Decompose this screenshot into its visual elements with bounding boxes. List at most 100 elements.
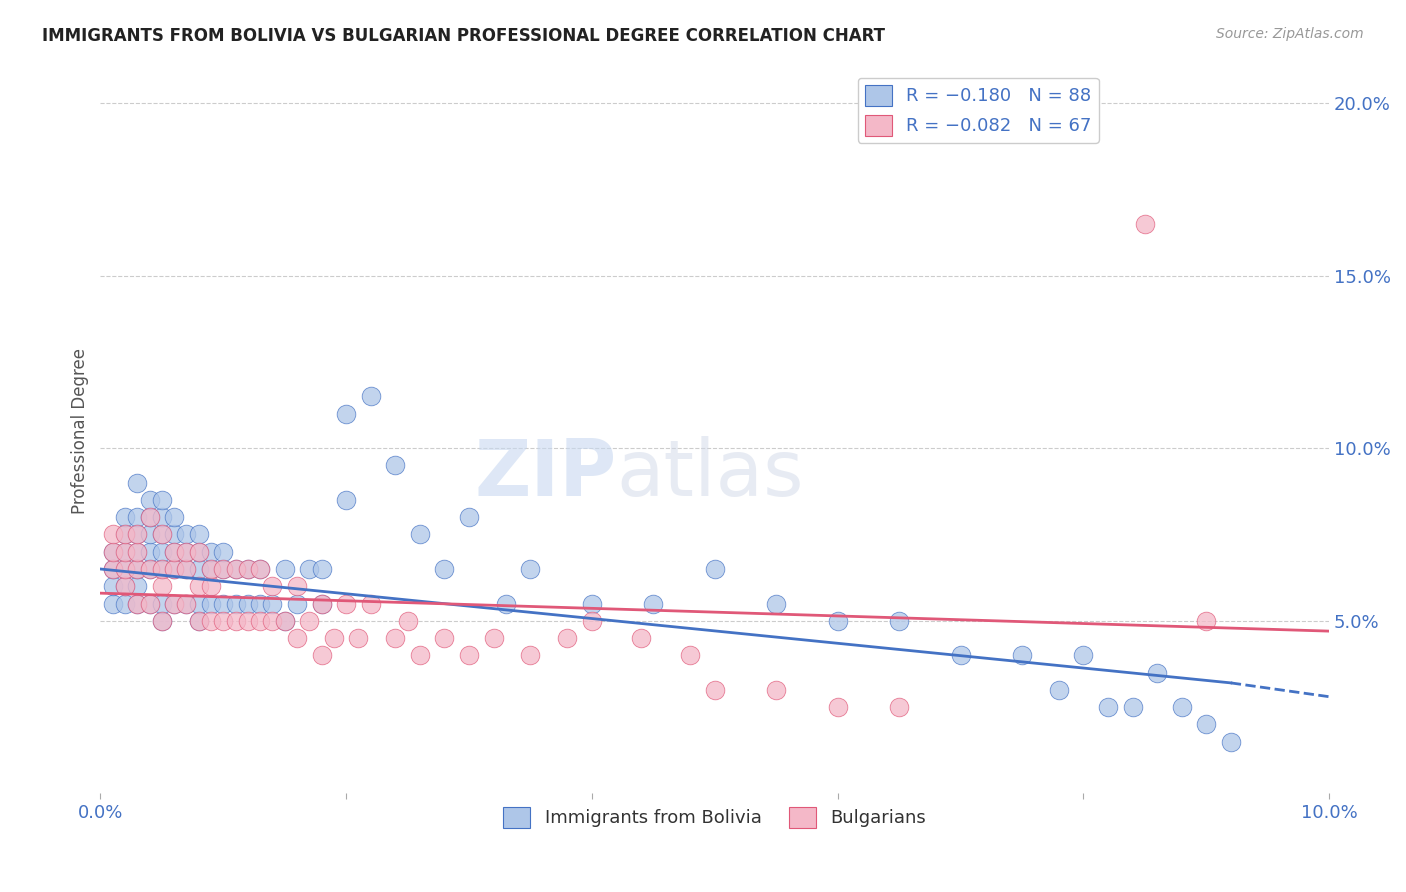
Point [176, 545, 198, 559]
Point [176, 527, 198, 541]
Point [150, 492, 173, 507]
Point [458, 648, 481, 663]
Point [495, 597, 517, 611]
Point [150, 597, 173, 611]
Point [138, 527, 160, 541]
Point [703, 562, 725, 576]
Point [127, 562, 149, 576]
Point [163, 527, 186, 541]
Point [163, 597, 186, 611]
Point [360, 597, 382, 611]
Point [285, 631, 308, 645]
Point [335, 492, 357, 507]
Point [225, 614, 247, 628]
Point [187, 545, 209, 559]
Point [555, 631, 578, 645]
Point [311, 562, 333, 576]
Point [273, 562, 295, 576]
Point [101, 562, 124, 576]
Point [200, 545, 222, 559]
Point [150, 579, 173, 593]
Point [114, 562, 136, 576]
Point [236, 562, 259, 576]
Point [101, 545, 124, 559]
Point [643, 597, 665, 611]
Text: ZIP: ZIP [474, 436, 616, 512]
Point [225, 562, 247, 576]
Point [200, 597, 222, 611]
Point [212, 562, 235, 576]
Point [114, 527, 136, 541]
Point [679, 648, 702, 663]
Point [347, 631, 370, 645]
Point [887, 700, 910, 714]
Point [396, 614, 419, 628]
Point [187, 545, 209, 559]
Point [409, 527, 432, 541]
Point [150, 562, 173, 576]
Point [114, 562, 136, 576]
Point [187, 614, 209, 628]
Point [138, 562, 160, 576]
Point [335, 597, 357, 611]
Point [458, 510, 481, 524]
Point [150, 527, 173, 541]
Point [114, 579, 136, 593]
Point [273, 614, 295, 628]
Point [322, 631, 344, 645]
Legend: Immigrants from Bolivia, Bulgarians: Immigrants from Bolivia, Bulgarians [496, 800, 934, 835]
Point [187, 562, 209, 576]
Point [176, 597, 198, 611]
Point [581, 597, 603, 611]
Point [1011, 648, 1033, 663]
Point [138, 597, 160, 611]
Point [409, 648, 432, 663]
Point [433, 562, 456, 576]
Point [176, 562, 198, 576]
Point [262, 597, 284, 611]
Text: atlas: atlas [616, 436, 804, 512]
Point [273, 614, 295, 628]
Point [1073, 648, 1095, 663]
Point [1097, 700, 1119, 714]
Point [127, 545, 149, 559]
Point [101, 597, 124, 611]
Point [127, 527, 149, 541]
Point [176, 545, 198, 559]
Point [127, 545, 149, 559]
Point [285, 597, 308, 611]
Point [163, 510, 186, 524]
Point [1133, 217, 1156, 231]
Point [827, 614, 849, 628]
Point [1146, 665, 1168, 680]
Point [384, 458, 406, 473]
Point [703, 682, 725, 697]
Point [298, 614, 321, 628]
Point [200, 579, 222, 593]
Point [827, 700, 849, 714]
Point [765, 597, 787, 611]
Point [225, 562, 247, 576]
Point [384, 631, 406, 645]
Point [163, 597, 186, 611]
Point [150, 562, 173, 576]
Point [163, 562, 186, 576]
Point [887, 614, 910, 628]
Point [765, 682, 787, 697]
Point [1219, 734, 1241, 748]
Point [236, 614, 259, 628]
Point [433, 631, 456, 645]
Point [101, 579, 124, 593]
Point [150, 614, 173, 628]
Point [127, 562, 149, 576]
Point [138, 562, 160, 576]
Point [114, 510, 136, 524]
Point [114, 597, 136, 611]
Point [187, 597, 209, 611]
Point [1195, 717, 1218, 731]
Point [150, 527, 173, 541]
Point [262, 614, 284, 628]
Point [138, 597, 160, 611]
Point [212, 597, 235, 611]
Text: IMMIGRANTS FROM BOLIVIA VS BULGARIAN PROFESSIONAL DEGREE CORRELATION CHART: IMMIGRANTS FROM BOLIVIA VS BULGARIAN PRO… [42, 27, 886, 45]
